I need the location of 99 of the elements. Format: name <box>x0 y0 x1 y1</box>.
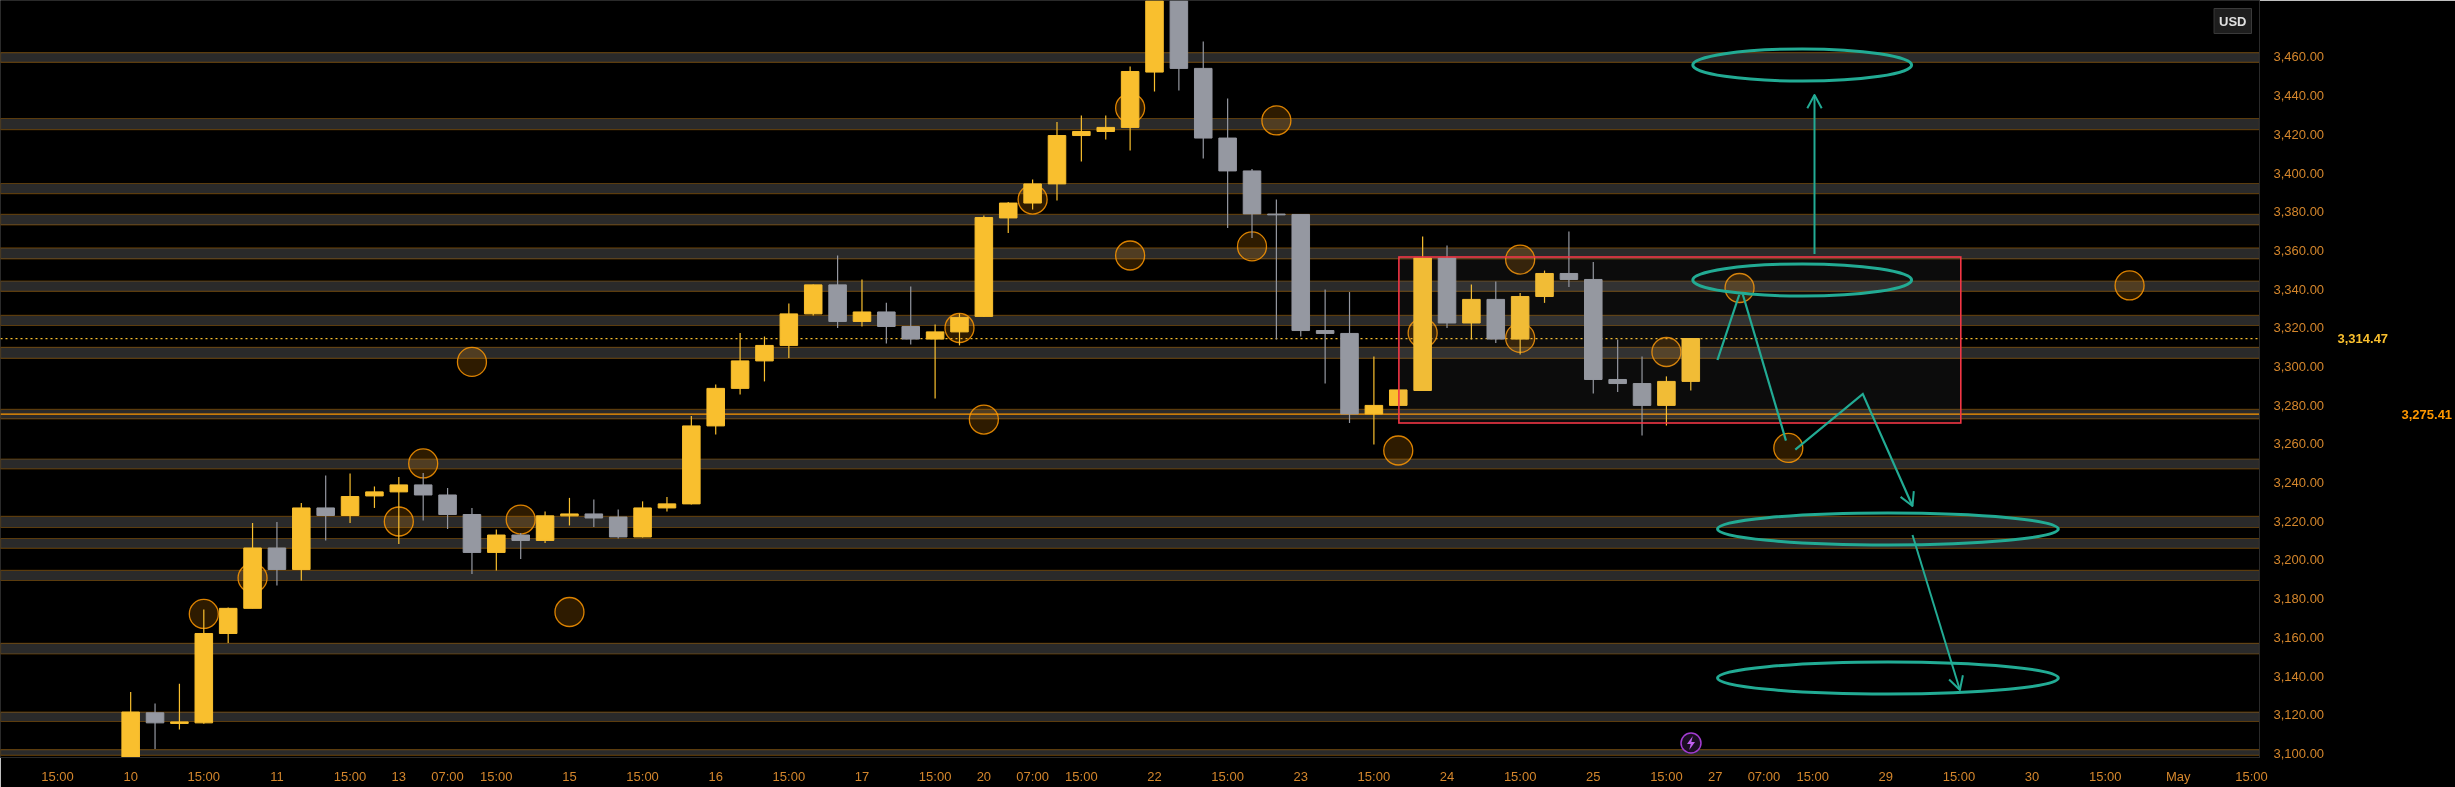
candlestick <box>877 302 896 345</box>
point <box>1261 105 1292 136</box>
candlestick <box>413 472 433 522</box>
y-tick-label: 3,440.00 <box>2273 88 2325 104</box>
y-tick-label: 3,120.00 <box>2273 707 2325 723</box>
x-tick-label: 15:00 <box>918 768 952 784</box>
candlestick <box>1364 355 1384 446</box>
point <box>554 596 585 628</box>
point <box>968 404 1000 435</box>
y-tick-label: 3,320.00 <box>2273 320 2325 336</box>
x-tick-label: 15:00 <box>1065 768 1098 784</box>
x-tick-label: 30 <box>2024 768 2040 784</box>
y-tick-label: 3,160.00 <box>2273 629 2325 645</box>
y-tick-label: 3,360.00 <box>2273 242 2325 258</box>
x-tick-label: May <box>2166 768 2192 784</box>
x-tick-label: 07:00 <box>431 768 464 784</box>
x-tick-label: 15 <box>562 768 577 784</box>
candlestick <box>901 285 921 346</box>
point <box>1383 435 1414 466</box>
x-tick-label: 15:00 <box>1942 768 1976 784</box>
y-tick-label: 3,220.00 <box>2273 513 2325 529</box>
candlestick <box>1072 114 1091 163</box>
y-tick-label: 3,460.00 <box>2273 49 2325 65</box>
x-tick-label: 15:00 <box>1211 768 1244 784</box>
point <box>1773 432 1804 464</box>
point <box>383 506 414 537</box>
y-tick-label: 3,240.00 <box>2273 475 2325 491</box>
candlestick <box>487 528 506 572</box>
y-tick-label: 3,420.00 <box>2273 126 2325 142</box>
x-tick-label: 29 <box>1878 768 1894 784</box>
candlestick <box>998 201 1018 234</box>
candlestick <box>365 485 384 509</box>
x-tick-label: 20 <box>976 768 992 784</box>
candlestick <box>608 508 628 540</box>
candlestick <box>1535 269 1554 304</box>
y-tick-label: 3,200.00 <box>2273 552 2325 568</box>
y-axis-title: USD <box>2219 13 2247 29</box>
point <box>2114 270 2145 301</box>
x-tick-label: 13 <box>391 768 407 784</box>
ref-line-label: 3,275.41 <box>2401 406 2453 422</box>
y-tick-label: 3,280.00 <box>2273 397 2325 413</box>
x-tick-label: 10 <box>123 768 138 784</box>
x-tick-label: 15:00 <box>41 768 74 784</box>
x-tick-label: 22 <box>1147 768 1162 784</box>
x-tick-label: 07:00 <box>1016 768 1049 784</box>
candlestick <box>1315 288 1335 385</box>
point <box>1236 231 1268 262</box>
candlestick <box>340 472 360 524</box>
candlestick <box>511 532 530 560</box>
y-tick-label: 3,180.00 <box>2273 591 2325 607</box>
x-tick-label: 15:00 <box>2088 768 2122 784</box>
candlestick <box>145 702 165 750</box>
x-tick-label: 15:00 <box>333 768 367 784</box>
candlestick <box>438 487 457 530</box>
x-tick-label: 17 <box>854 768 870 784</box>
y-tick-label: 3,100.00 <box>2273 745 2325 761</box>
candlestick <box>170 683 189 731</box>
candlestick <box>1096 114 1116 140</box>
candlestick <box>267 521 287 587</box>
x-tick-label: 15:00 <box>480 768 513 784</box>
x-tick-label: 15:00 <box>187 768 221 784</box>
candlestick <box>560 497 579 527</box>
x-tick-label: 07:00 <box>1747 768 1781 784</box>
x-tick-label: 15:00 <box>772 768 806 784</box>
x-tick-label: 25 <box>1586 768 1601 784</box>
ref-line-label: 3,314.47 <box>2337 331 2389 347</box>
candlestick <box>657 496 677 513</box>
y-tick-label: 3,300.00 <box>2273 359 2325 375</box>
candlestick <box>1559 230 1579 288</box>
candlestick <box>852 278 872 328</box>
point <box>188 598 219 630</box>
x-tick-label: 16 <box>708 768 723 784</box>
x-tick-label: 23 <box>1293 768 1308 784</box>
x-tick-label: 27 <box>1707 768 1723 784</box>
y-tick-label: 3,340.00 <box>2273 281 2325 297</box>
candlestick <box>1632 355 1652 436</box>
point <box>1114 240 1146 271</box>
candlestick <box>1657 375 1676 427</box>
point <box>505 504 536 535</box>
x-tick-label: 15:00 <box>1357 768 1391 784</box>
y-tick-label: 3,260.00 <box>2273 436 2325 452</box>
candlestick <box>1267 198 1286 341</box>
y-tick-label: 3,400.00 <box>2273 165 2325 181</box>
y-tick-label: 3,140.00 <box>2273 668 2325 684</box>
x-tick-label: 15:00 <box>626 768 659 784</box>
candlestick <box>389 476 409 545</box>
x-tick-label: 11 <box>270 768 284 784</box>
candlestick <box>1608 338 1627 393</box>
point <box>456 346 488 377</box>
x-tick-label: 15:00 <box>1503 768 1537 784</box>
x-tick-label: 24 <box>1439 768 1455 784</box>
x-tick-label: 15:00 <box>1796 768 1829 784</box>
point <box>408 448 439 479</box>
candlestick <box>1023 178 1042 211</box>
candlestick <box>584 498 604 528</box>
y-tick-label: 3,380.00 <box>2273 204 2325 220</box>
x-tick-label: 15:00 <box>2235 768 2268 784</box>
x-tick-label: 15:00 <box>1650 768 1683 784</box>
candlestick <box>316 474 335 542</box>
